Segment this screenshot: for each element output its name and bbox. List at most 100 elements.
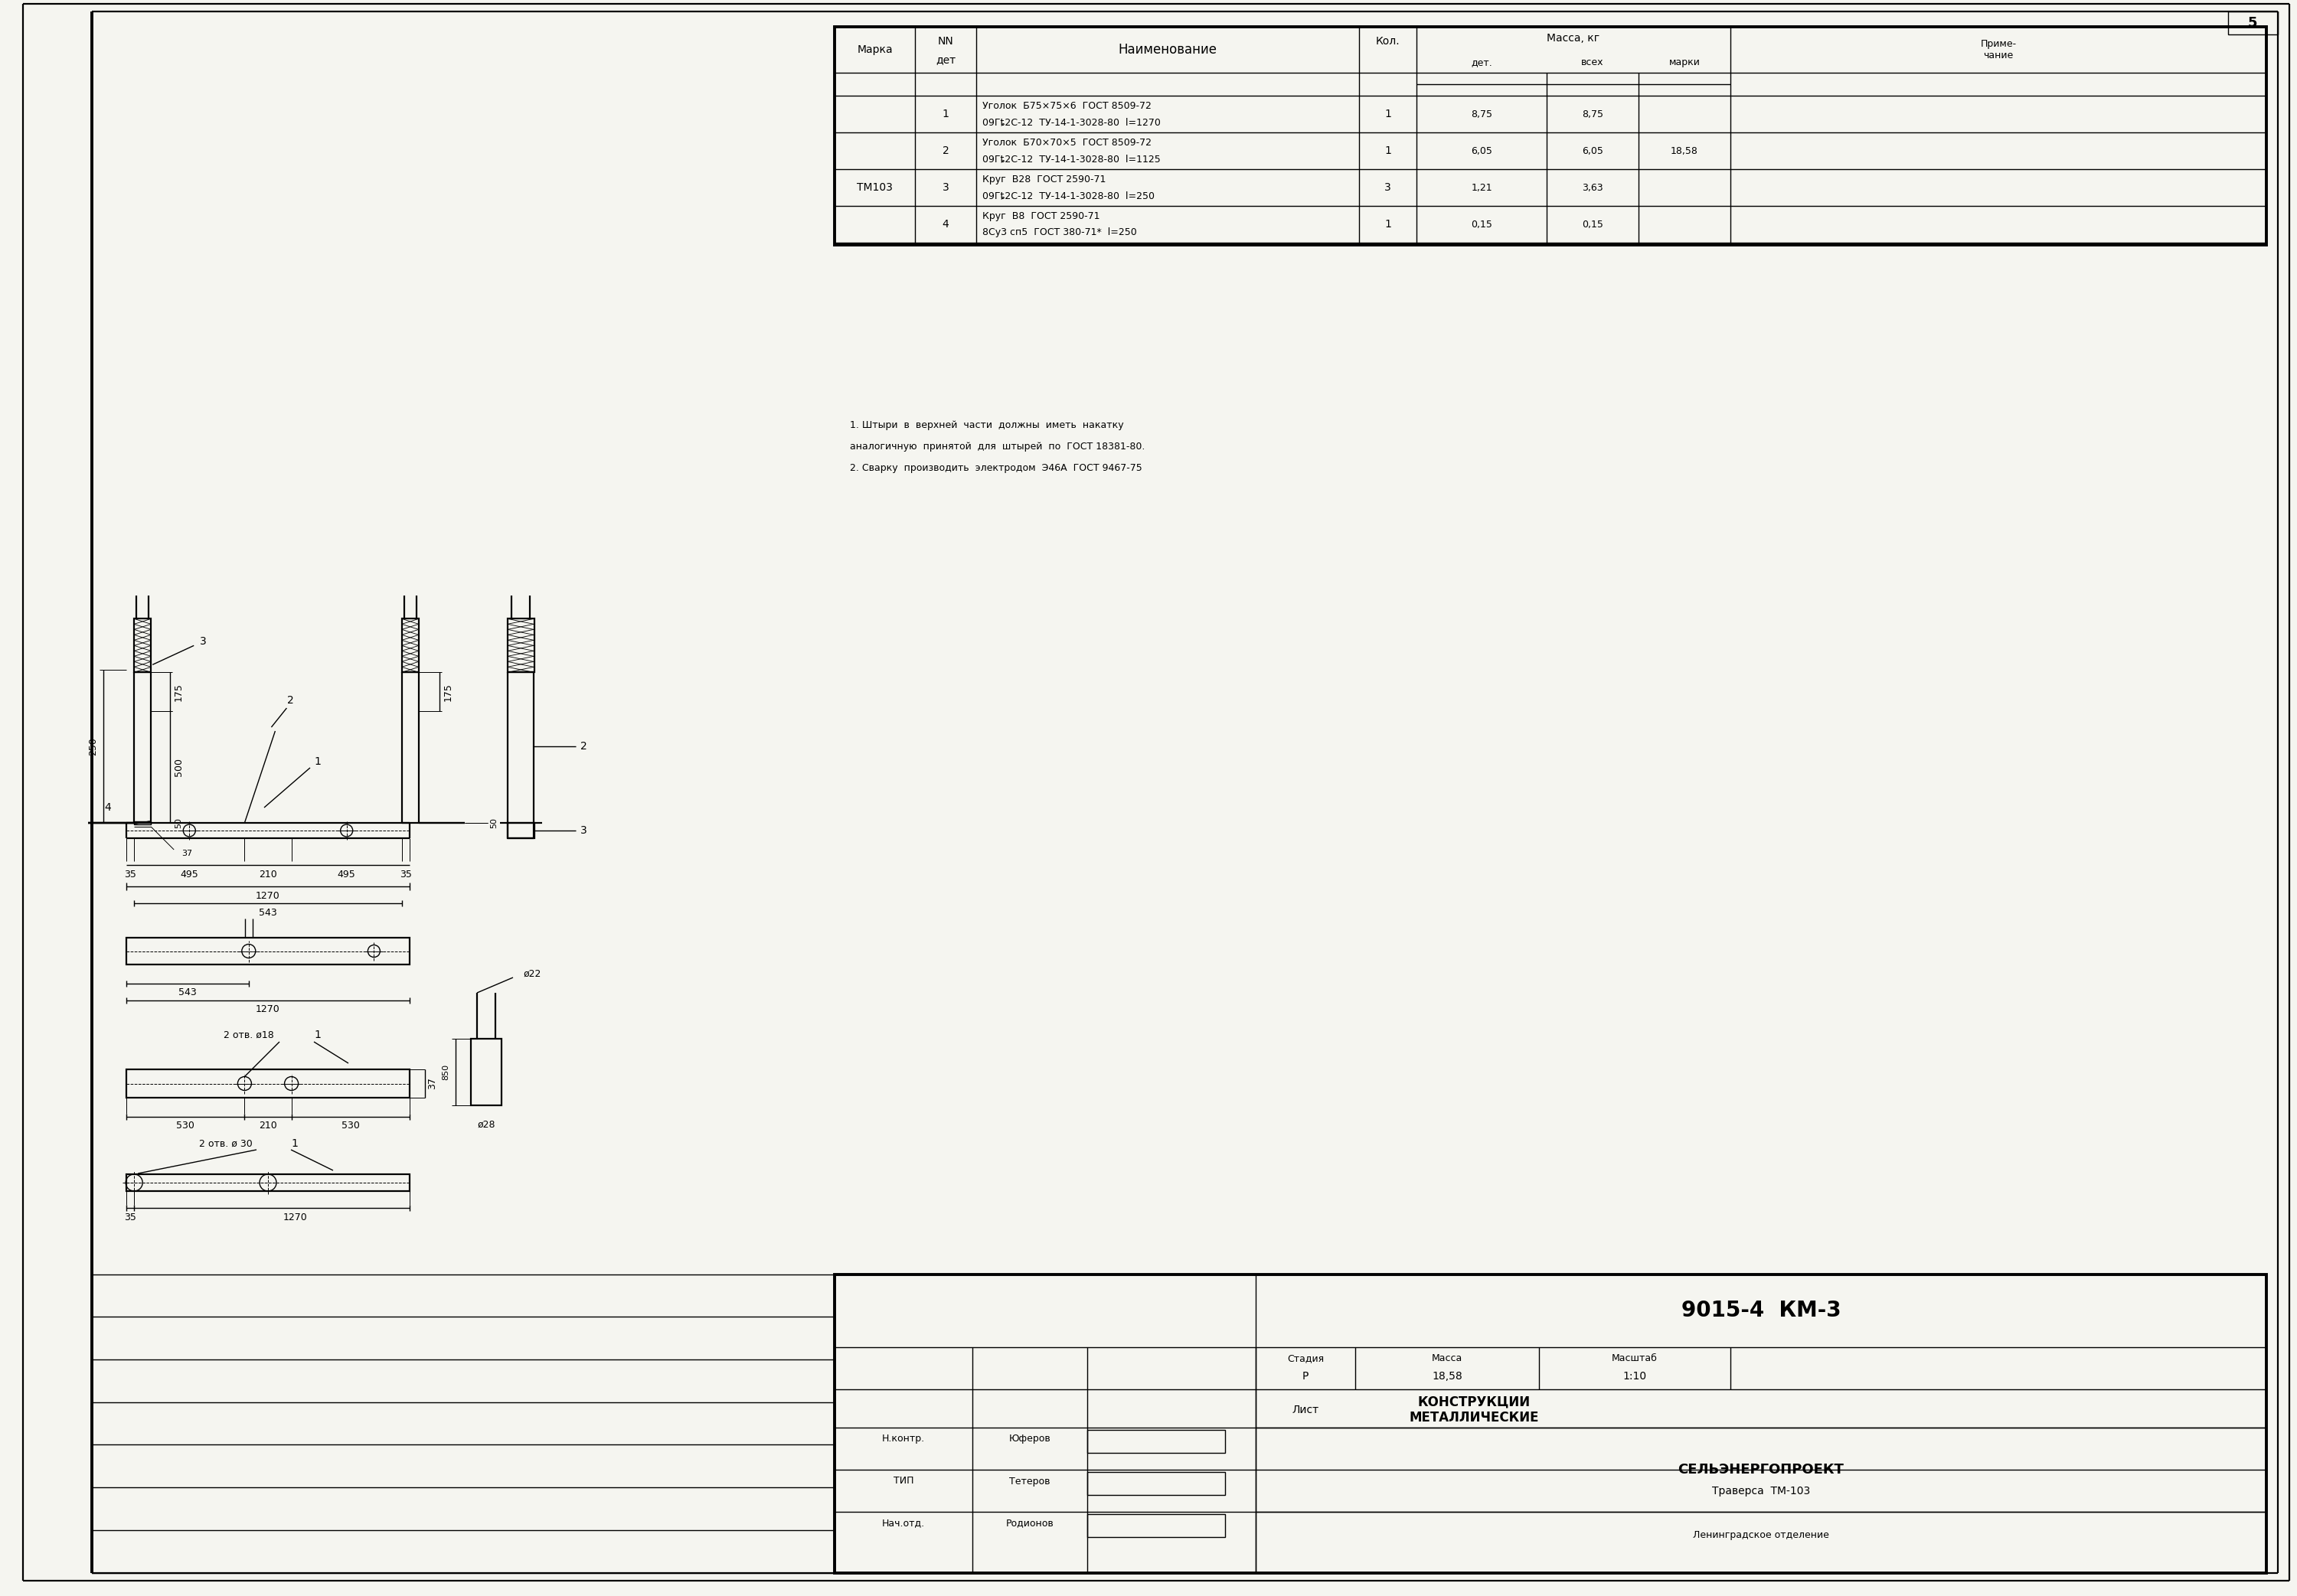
- Text: дет: дет: [935, 54, 956, 65]
- Text: 1. Штыри  в  верхней  части  должны  иметь  накатку: 1. Штыри в верхней части должны иметь на…: [850, 420, 1123, 429]
- Text: Кол.: Кол.: [1376, 37, 1399, 46]
- Text: 35: 35: [400, 870, 411, 879]
- Text: ТМ103: ТМ103: [857, 182, 894, 193]
- Text: 50: 50: [175, 817, 181, 828]
- Bar: [508, 824, 535, 838]
- Text: 1270: 1270: [283, 1211, 308, 1223]
- Text: 37: 37: [181, 849, 193, 857]
- Text: 09Гȶ2С-12  ТУ-14-1-3028-80  l=250: 09Гȶ2С-12 ТУ-14-1-3028-80 l=250: [983, 190, 1155, 201]
- Bar: [133, 619, 152, 672]
- Bar: [402, 619, 418, 672]
- Text: Приме-
чание: Приме- чание: [1980, 38, 2017, 61]
- Text: 543: 543: [260, 908, 278, 918]
- Text: Уголок  Б70×70×5  ГОСТ 8509-72: Уголок Б70×70×5 ГОСТ 8509-72: [983, 137, 1151, 148]
- Text: 543: 543: [179, 988, 198, 997]
- Text: 1: 1: [1385, 219, 1392, 230]
- Text: 18,58: 18,58: [1670, 145, 1697, 156]
- Text: 8,75: 8,75: [1470, 109, 1493, 120]
- Text: всех: всех: [1580, 57, 1603, 67]
- Text: 3,63: 3,63: [1583, 182, 1603, 193]
- Text: 1:10: 1:10: [1622, 1371, 1647, 1382]
- Text: 3: 3: [200, 637, 207, 646]
- Text: 1270: 1270: [255, 891, 280, 900]
- Text: Н.контр.: Н.контр.: [882, 1435, 926, 1444]
- Bar: [508, 619, 535, 672]
- Text: 09Гȶ2С-12  ТУ-14-1-3028-80  l=1125: 09Гȶ2С-12 ТУ-14-1-3028-80 l=1125: [983, 153, 1160, 164]
- Text: 1: 1: [1385, 145, 1392, 156]
- Text: 1270: 1270: [255, 1004, 280, 1015]
- Bar: [126, 1175, 409, 1191]
- Bar: [92, 1275, 834, 1574]
- Text: 0,15: 0,15: [1583, 219, 1603, 230]
- Bar: [133, 822, 152, 825]
- Bar: [1086, 1472, 1224, 1495]
- Text: Юферов: Юферов: [1008, 1435, 1050, 1444]
- Text: 495: 495: [179, 870, 198, 879]
- Text: Р: Р: [1302, 1371, 1309, 1382]
- Bar: [1086, 1515, 1224, 1537]
- Text: 3: 3: [581, 825, 586, 836]
- Text: 175: 175: [443, 683, 453, 701]
- Text: 2: 2: [287, 694, 294, 705]
- Text: Масштаб: Масштаб: [1612, 1353, 1658, 1363]
- Text: дет.: дет.: [1470, 57, 1493, 67]
- Text: 8,75: 8,75: [1583, 109, 1603, 120]
- Text: 4: 4: [942, 219, 949, 230]
- Text: 250: 250: [87, 737, 99, 755]
- Text: 2: 2: [581, 741, 586, 752]
- Text: Нач.отд.: Нач.отд.: [882, 1518, 926, 1529]
- Text: 1: 1: [315, 1029, 322, 1041]
- Text: Круг  В28  ГОСТ 2590-71: Круг В28 ГОСТ 2590-71: [983, 174, 1105, 185]
- Text: 210: 210: [260, 870, 278, 879]
- Text: СЕЛЬЭНЕРГОПРОЕКТ: СЕЛЬЭНЕРГОПРОЕКТ: [1679, 1464, 1844, 1476]
- Text: 2. Сварку  производить  электродом  Э46А  ГОСТ 9467-75: 2. Сварку производить электродом Э46А ГО…: [850, 463, 1142, 472]
- Bar: [1086, 1430, 1224, 1452]
- Text: 5: 5: [2249, 16, 2258, 30]
- Text: Родионов: Родионов: [1006, 1518, 1054, 1529]
- Text: 50: 50: [489, 817, 498, 828]
- Bar: [471, 1039, 501, 1106]
- Text: 6,05: 6,05: [1470, 145, 1493, 156]
- Text: 3: 3: [942, 182, 949, 193]
- Text: 18,58: 18,58: [1431, 1371, 1463, 1382]
- Text: марки: марки: [1670, 57, 1700, 67]
- Text: 1: 1: [1385, 109, 1392, 120]
- Text: 495: 495: [338, 870, 356, 879]
- Text: 850: 850: [441, 1065, 450, 1080]
- Text: 2 отв. ø18: 2 отв. ø18: [223, 1029, 273, 1041]
- Text: Масса, кг: Масса, кг: [1546, 34, 1601, 43]
- Bar: [834, 1275, 2267, 1574]
- Bar: [126, 1069, 409, 1098]
- Bar: [126, 938, 409, 964]
- Text: 8Су3 сп5  ГОСТ 380-71*  l=250: 8Су3 сп5 ГОСТ 380-71* l=250: [983, 227, 1137, 238]
- Text: 175: 175: [175, 683, 184, 701]
- Text: 35: 35: [124, 870, 136, 879]
- Text: 2: 2: [942, 145, 949, 156]
- Text: Тетеров: Тетеров: [1008, 1476, 1050, 1486]
- Text: Лист: Лист: [1291, 1404, 1318, 1416]
- Text: 1: 1: [292, 1138, 299, 1149]
- Text: Траверса  ТМ-103: Траверса ТМ-103: [1711, 1486, 1810, 1497]
- Text: 1: 1: [942, 109, 949, 120]
- Text: Ленинградское отделение: Ленинградское отделение: [1693, 1531, 1828, 1540]
- Text: КОНСТРУКЦИИ
МЕТАЛЛИЧЕСКИЕ: КОНСТРУКЦИИ МЕТАЛЛИЧЕСКИЕ: [1408, 1395, 1539, 1425]
- Text: Круг  В8  ГОСТ 2590-71: Круг В8 ГОСТ 2590-71: [983, 211, 1100, 222]
- Text: 3: 3: [1385, 182, 1392, 193]
- Text: Наименование: Наименование: [1119, 43, 1217, 56]
- Text: 37: 37: [427, 1077, 436, 1090]
- Text: 500: 500: [175, 758, 184, 776]
- Text: Марка: Марка: [857, 45, 894, 56]
- Text: ø22: ø22: [524, 969, 542, 978]
- Text: Уголок  Б75×75×6  ГОСТ 8509-72: Уголок Б75×75×6 ГОСТ 8509-72: [983, 101, 1151, 112]
- Bar: [834, 27, 2267, 244]
- Text: 6,05: 6,05: [1583, 145, 1603, 156]
- Text: 0,15: 0,15: [1470, 219, 1493, 230]
- Text: 1,21: 1,21: [1470, 182, 1493, 193]
- Text: 4: 4: [103, 803, 110, 812]
- Text: 9015-4  КМ-3: 9015-4 КМ-3: [1681, 1299, 1840, 1321]
- Text: 530: 530: [342, 1120, 361, 1132]
- Bar: [2228, 11, 2279, 35]
- Text: NN: NN: [937, 37, 953, 46]
- Text: 530: 530: [177, 1120, 195, 1132]
- Text: Масса: Масса: [1431, 1353, 1463, 1363]
